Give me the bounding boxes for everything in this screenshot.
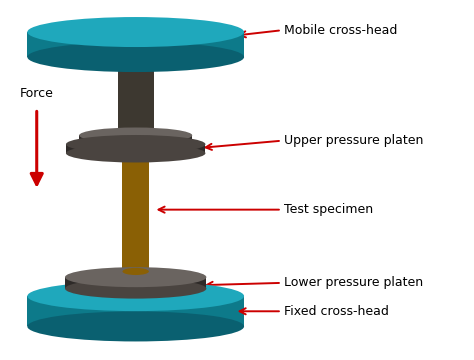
Text: Upper pressure platen: Upper pressure platen [284, 134, 423, 147]
FancyBboxPatch shape [27, 296, 244, 327]
FancyBboxPatch shape [118, 59, 154, 141]
FancyBboxPatch shape [66, 144, 205, 153]
Ellipse shape [27, 311, 244, 342]
Ellipse shape [118, 54, 154, 64]
Text: Test specimen: Test specimen [284, 203, 373, 216]
FancyBboxPatch shape [27, 32, 244, 57]
Ellipse shape [27, 281, 244, 311]
Ellipse shape [122, 144, 149, 152]
FancyBboxPatch shape [122, 148, 149, 271]
Ellipse shape [27, 17, 244, 47]
Ellipse shape [122, 268, 149, 275]
FancyBboxPatch shape [79, 135, 192, 146]
Ellipse shape [79, 138, 192, 154]
Ellipse shape [79, 127, 192, 143]
Ellipse shape [118, 136, 154, 146]
Text: Lower pressure platen: Lower pressure platen [284, 276, 423, 289]
Ellipse shape [27, 42, 244, 72]
Text: Force: Force [20, 87, 54, 100]
Ellipse shape [65, 279, 206, 298]
Text: Fixed cross-head: Fixed cross-head [284, 305, 389, 318]
Text: Mobile cross-head: Mobile cross-head [284, 24, 398, 37]
Ellipse shape [66, 144, 205, 162]
FancyBboxPatch shape [65, 277, 206, 289]
Ellipse shape [65, 267, 206, 287]
Ellipse shape [66, 135, 205, 154]
